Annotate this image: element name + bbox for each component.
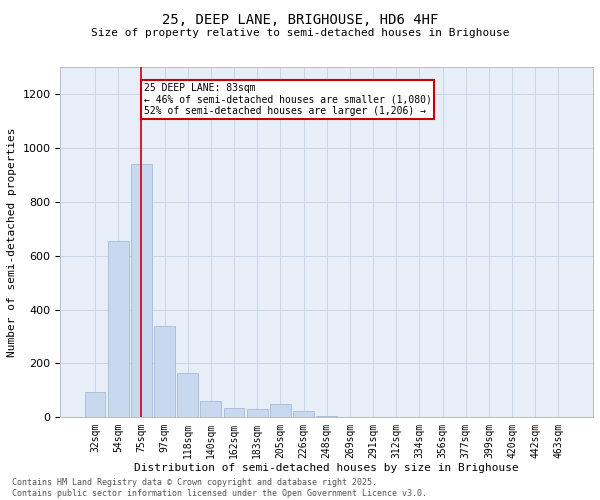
X-axis label: Distribution of semi-detached houses by size in Brighouse: Distribution of semi-detached houses by … (134, 463, 519, 473)
Text: 25, DEEP LANE, BRIGHOUSE, HD6 4HF: 25, DEEP LANE, BRIGHOUSE, HD6 4HF (162, 12, 438, 26)
Text: 25 DEEP LANE: 83sqm
← 46% of semi-detached houses are smaller (1,080)
52% of sem: 25 DEEP LANE: 83sqm ← 46% of semi-detach… (143, 83, 431, 116)
Bar (131, 164, 152, 417)
Bar (108, 241, 128, 418)
Text: Contains HM Land Registry data © Crown copyright and database right 2025.
Contai: Contains HM Land Registry data © Crown c… (12, 478, 427, 498)
Bar (200, 401, 221, 417)
Bar (177, 373, 198, 418)
Text: Size of property relative to semi-detached houses in Brighouse: Size of property relative to semi-detach… (91, 28, 509, 38)
Y-axis label: Number of semi-detached properties: Number of semi-detached properties (7, 128, 17, 357)
Bar (154, 326, 175, 418)
Bar (85, 392, 106, 417)
Bar (316, 416, 337, 418)
Bar (270, 404, 291, 417)
Bar (224, 408, 244, 418)
Bar (247, 410, 268, 418)
Bar (293, 410, 314, 418)
